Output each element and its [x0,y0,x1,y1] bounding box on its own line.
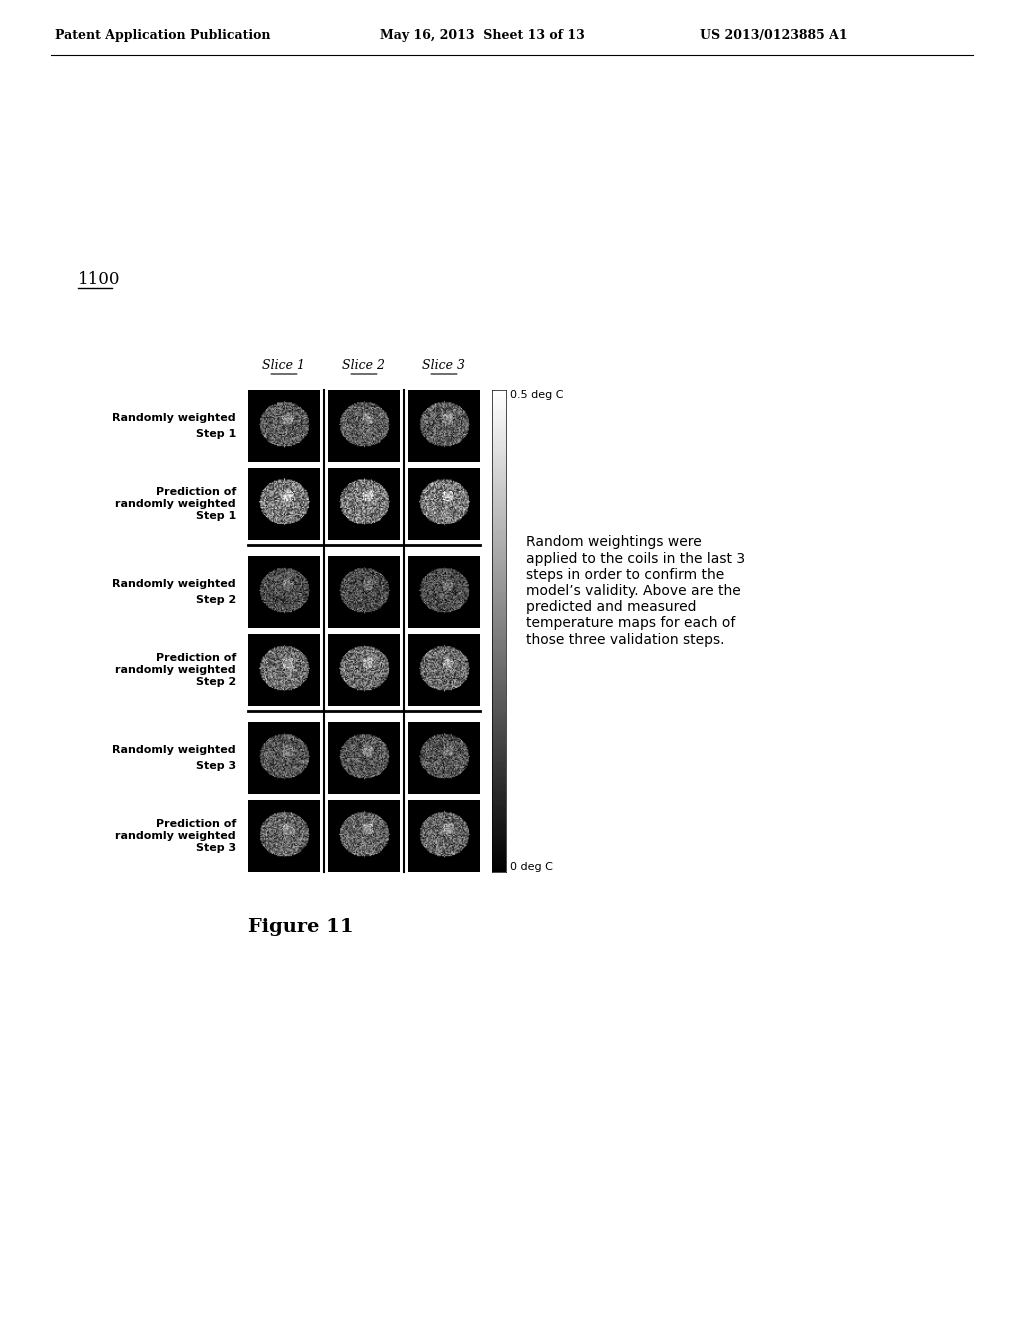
Bar [408,722,480,795]
Bar [328,389,400,462]
Text: Step 3: Step 3 [196,843,236,853]
Bar [408,634,480,706]
Text: randomly weighted: randomly weighted [116,665,236,675]
Bar [248,722,319,795]
Text: May 16, 2013  Sheet 13 of 13: May 16, 2013 Sheet 13 of 13 [380,29,585,41]
Bar [408,556,480,628]
Bar [248,634,319,706]
Text: Step 2: Step 2 [196,595,236,605]
Text: Randomly weighted: Randomly weighted [113,413,236,422]
Text: Slice 2: Slice 2 [342,359,385,372]
Bar [248,389,319,462]
Text: Figure 11: Figure 11 [248,917,353,936]
Text: Random weightings were
applied to the coils in the last 3
steps in order to conf: Random weightings were applied to the co… [526,536,745,647]
Text: Slice 3: Slice 3 [423,359,466,372]
Bar [248,556,319,628]
Text: randomly weighted: randomly weighted [116,499,236,510]
Bar [328,722,400,795]
Bar [328,556,400,628]
Text: randomly weighted: randomly weighted [116,832,236,841]
Text: US 2013/0123885 A1: US 2013/0123885 A1 [700,29,848,41]
Bar [248,800,319,873]
Bar [328,469,400,540]
Text: Patent Application Publication: Patent Application Publication [55,29,270,41]
Text: 1100: 1100 [78,272,121,289]
Text: Step 3: Step 3 [196,762,236,771]
Text: Step 1: Step 1 [196,429,236,440]
Text: Step 2: Step 2 [196,677,236,686]
Text: Slice 1: Slice 1 [262,359,305,372]
Text: 0 deg C: 0 deg C [510,862,553,873]
Bar [328,800,400,873]
Text: Randomly weighted: Randomly weighted [113,579,236,589]
Text: 0.5 deg C: 0.5 deg C [510,389,563,400]
Bar [408,469,480,540]
Bar [408,389,480,462]
Text: Prediction of: Prediction of [156,653,236,663]
Bar [328,634,400,706]
Text: Prediction of: Prediction of [156,818,236,829]
Text: Prediction of: Prediction of [156,487,236,498]
Bar [408,800,480,873]
Bar [248,469,319,540]
Text: Step 1: Step 1 [196,511,236,521]
Text: Randomly weighted: Randomly weighted [113,744,236,755]
